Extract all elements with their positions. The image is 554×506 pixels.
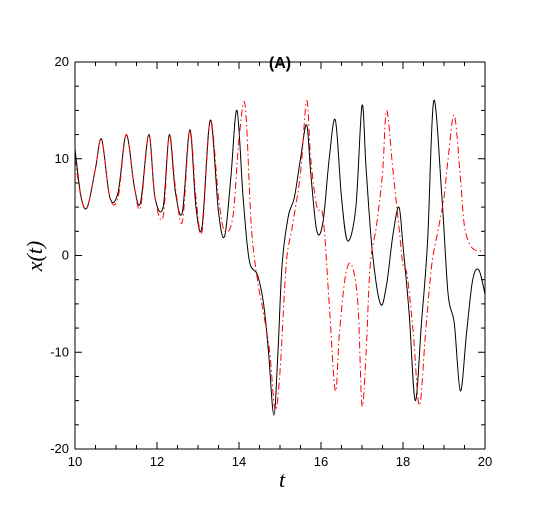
series-layer — [74, 100, 486, 416]
y-tick-label: 10 — [55, 151, 69, 166]
y-tick-label: 0 — [62, 248, 69, 263]
x-axis-label: t — [279, 467, 286, 492]
x-tick-label: 16 — [314, 454, 328, 469]
axes-layer: 10 12 14 16 18 20 -20 -10 0 10 20 — [50, 54, 492, 469]
x-tick-label: 12 — [150, 454, 164, 469]
plot-frame — [74, 61, 486, 450]
x-tick-label: 18 — [396, 454, 410, 469]
x-tick-label: 14 — [232, 454, 246, 469]
y-tick-label: -10 — [50, 344, 69, 359]
y-axis-label: x(t) — [22, 241, 47, 273]
x-tick-label: 10 — [68, 454, 82, 469]
x-tick-label: 20 — [478, 454, 492, 469]
series-line-dashdot — [74, 100, 483, 412]
y-tick-label: -20 — [50, 441, 69, 456]
chart-title: (A) — [269, 55, 291, 72]
y-tick-label: 20 — [55, 54, 69, 69]
